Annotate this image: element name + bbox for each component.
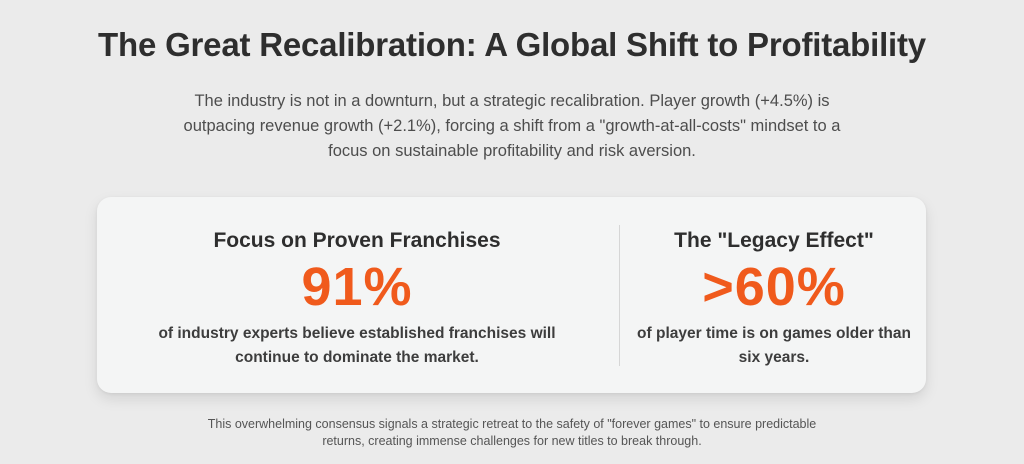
stat-caption: of industry experts believe established … — [158, 325, 556, 366]
stat-caption: of player time is on games older than si… — [637, 325, 911, 366]
page-title: The Great Recalibration: A Global Shift … — [98, 26, 926, 63]
stat-proven-franchises: Focus on Proven Franchises 91% of indust… — [127, 197, 587, 393]
intro-paragraph: The industry is not in a downturn, but a… — [183, 92, 841, 160]
stat-legacy-effect: The "Legacy Effect" >60% of player time … — [629, 197, 919, 393]
stat-value: >60% — [702, 257, 846, 317]
stat-heading: Focus on Proven Franchises — [213, 229, 501, 252]
stats-card: Focus on Proven Franchises 91% of indust… — [97, 197, 926, 393]
stat-value: 91% — [301, 257, 413, 317]
stat-divider — [619, 225, 620, 366]
stat-heading: The "Legacy Effect" — [674, 229, 874, 252]
footnote: This overwhelming consensus signals a st… — [207, 417, 817, 448]
